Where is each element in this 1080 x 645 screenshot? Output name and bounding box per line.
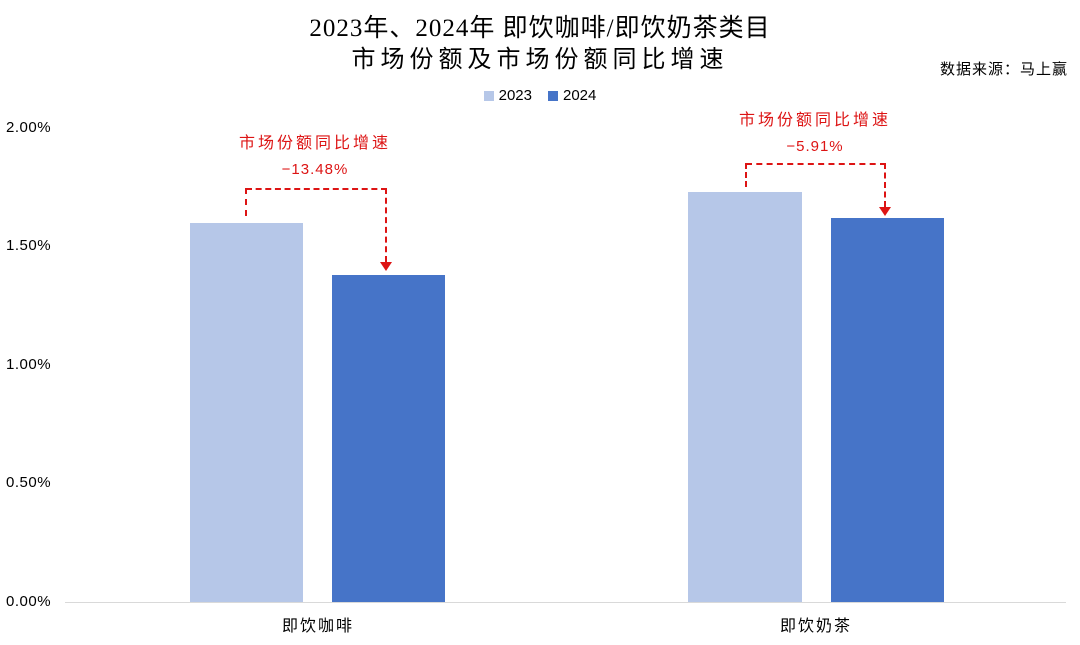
bar-coffee-2024 [332, 275, 445, 602]
legend-item-2024: 2024 [548, 87, 596, 104]
annotation-coffee-bracket-top [246, 188, 387, 190]
annotation-coffee-bracket-right [385, 188, 387, 262]
annotation-tea-arrow-icon [879, 207, 891, 216]
category-label-coffee: 即饮咖啡 [281, 618, 354, 635]
chart-title-line1: 2023年、2024年 即饮咖啡/即饮奶茶类目 [309, 15, 771, 42]
legend-label-2024: 2024 [563, 87, 597, 104]
annotation-coffee-arrow-icon [380, 262, 392, 271]
annotation-tea-value: −5.91% [786, 138, 844, 155]
legend: 2023 2024 [0, 87, 1080, 104]
chart-title: 2023年、2024年 即饮咖啡/即饮奶茶类目 市场份额及市场份额同比增速 [0, 12, 1080, 75]
legend-label-2023: 2023 [498, 87, 532, 104]
annotation-tea-bracket-left [745, 163, 747, 187]
y-axis-tick-0-50: 0.50% [6, 474, 52, 491]
y-axis-tick-2-00: 2.00% [6, 119, 52, 136]
legend-swatch-2023 [483, 90, 494, 101]
category-label-tea: 即饮奶茶 [779, 618, 852, 635]
bar-tea-2023 [688, 192, 802, 602]
bar-coffee-2023 [190, 223, 303, 602]
annotation-tea-bracket-right [884, 163, 886, 207]
legend-item-2023: 2023 [483, 87, 532, 104]
annotation-coffee-value: −13.48% [281, 161, 349, 178]
y-axis-tick-1-50: 1.50% [6, 237, 52, 254]
bar-tea-2024 [831, 218, 944, 602]
annotation-tea-bracket-top [746, 163, 886, 165]
annotation-coffee-bracket-left [245, 188, 247, 216]
legend-swatch-2024 [548, 90, 558, 101]
annotation-tea-text: 市场份额同比增速 −5.91% [705, 108, 925, 160]
y-axis-tick-0-00: 0.00% [6, 593, 52, 610]
annotation-tea-label: 市场份额同比增速 [738, 112, 891, 129]
y-axis-tick-1-00: 1.00% [6, 356, 52, 373]
annotation-coffee-text: 市场份额同比增速 −13.48% [205, 131, 425, 183]
annotation-coffee-label: 市场份额同比增速 [238, 135, 391, 152]
x-axis-line [65, 602, 1066, 603]
chart-title-line2: 市场份额及市场份额同比增速 [351, 47, 729, 73]
data-source-note: 数据来源：马上赢 [939, 62, 1068, 78]
